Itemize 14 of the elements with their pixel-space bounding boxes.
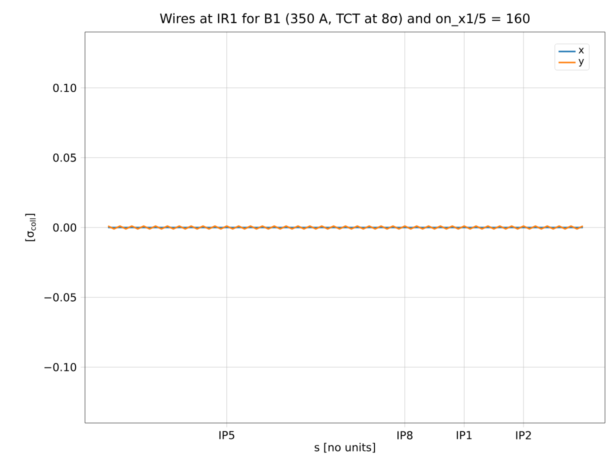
y-tick-label: −0.10 bbox=[44, 363, 76, 372]
y-axis-title: [σ$_{coll}$] bbox=[25, 214, 36, 242]
x-axis-title: s [no units] bbox=[314, 442, 375, 453]
y-tick-label: 0.10 bbox=[53, 84, 76, 92]
legend-label: x bbox=[578, 48, 584, 54]
x-tick-label: IP5 bbox=[219, 431, 234, 440]
chart-title: Wires at IR1 for B1 (350 A, TCT at 8σ) and on_x1/5 = 160 bbox=[160, 13, 530, 26]
legend-label: y bbox=[578, 58, 584, 67]
y-tick-label: 0.05 bbox=[53, 154, 76, 162]
x-tick-label: IP1 bbox=[456, 431, 472, 440]
x-tick-label: IP8 bbox=[398, 431, 412, 440]
x-tick-label: IP2 bbox=[516, 431, 531, 440]
y-tick-label: −0.05 bbox=[44, 293, 76, 302]
y-tick-label: 0.00 bbox=[53, 223, 76, 232]
